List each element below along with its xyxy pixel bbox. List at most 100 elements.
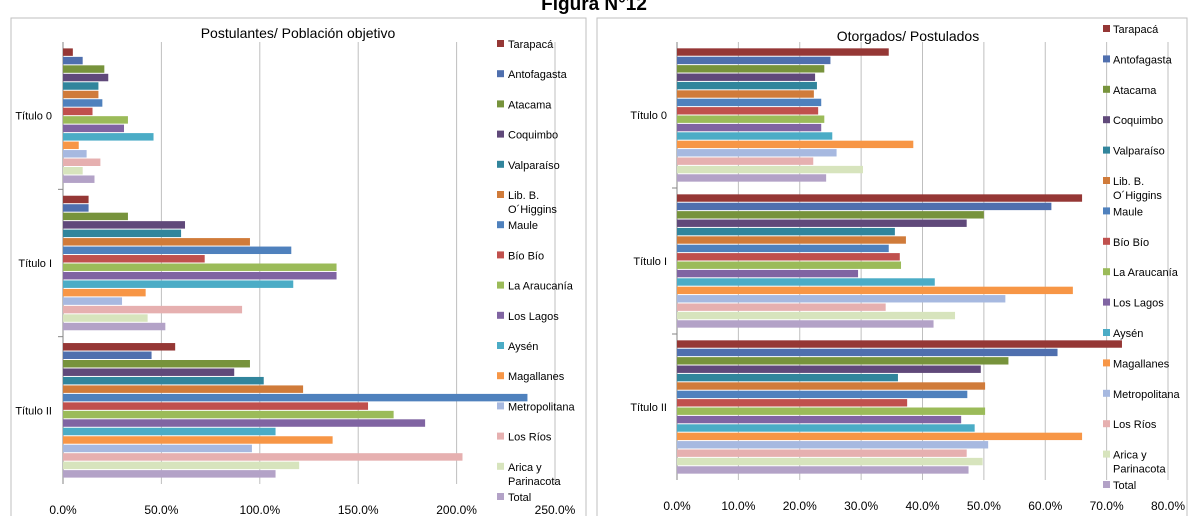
legend-label-antofagasta: Antofagasta	[1113, 54, 1173, 66]
bar-coquimbo	[677, 365, 981, 373]
legend-swatch-aysen	[497, 342, 504, 349]
legend-label-arica-y-parinacota: Arica y Parinacota	[508, 462, 561, 488]
x-tick-label: 250.0%	[535, 503, 576, 516]
bar-antofagasta	[677, 56, 831, 65]
legend-swatch-los-lagos	[497, 311, 504, 319]
bar-maule	[63, 393, 528, 402]
x-tick-label: 70.0%	[1090, 499, 1124, 513]
bar-valparaiso	[63, 82, 99, 90]
bar-los-rios	[677, 157, 814, 165]
x-tick-label: 20.0%	[783, 499, 817, 513]
bar-metropolitana	[677, 149, 837, 157]
legend-swatch-atacama	[497, 100, 504, 108]
legend-label-aysen: Aysén	[508, 341, 538, 353]
bar-antofagasta	[677, 202, 1052, 211]
bar-coquimbo	[677, 219, 967, 227]
chart-2: 0.0% 10.0% 20.0% 30.0% 40.0% 50.0% 60.0% 70.0% 8…	[596, 17, 1188, 516]
legend-swatch-bio-bio	[497, 251, 504, 259]
legend-swatch-arica-y-parinacota	[1103, 450, 1110, 458]
legend-swatch-la-araucania	[497, 281, 504, 289]
x-tick-label: 50.0%	[144, 503, 178, 516]
bar-total	[63, 470, 276, 478]
bar-coquimbo	[63, 368, 235, 376]
bar-los-rios	[677, 449, 967, 457]
legend-label-arica-y-parinacota: Arica y Parinacota	[1113, 450, 1166, 476]
bar-maule	[677, 98, 822, 107]
legend-swatch-antofagasta	[1103, 55, 1110, 63]
legend-label-magallanes: Magallanes	[508, 371, 565, 383]
bar-los-lagos	[63, 271, 337, 280]
legend-label-antofagasta: Antofagasta	[508, 69, 568, 81]
bar-aysen	[677, 424, 975, 432]
bar-los-lagos	[63, 419, 426, 427]
bar-total	[677, 174, 827, 182]
category-label: Título II	[630, 402, 667, 414]
category-label: Título 0	[15, 111, 52, 123]
legend-label-lib-b-o-higgins: Lib. B. O´Higgins	[508, 190, 557, 216]
bar-los-lagos	[63, 124, 125, 133]
chart-title: Otorgados/ Postulados	[837, 28, 979, 44]
legend-label-valparaiso: Valparaíso	[508, 160, 560, 172]
x-tick-label: 100.0%	[239, 503, 280, 516]
bar-arica-y-parinacota	[677, 311, 956, 320]
legend-label-atacama: Atacama	[508, 99, 552, 111]
legend-label-valparaiso: Valparaíso	[1113, 146, 1165, 158]
bar-metropolitana	[63, 297, 123, 305]
bar-bio-bio	[677, 253, 900, 261]
bar-arica-y-parinacota	[63, 166, 83, 175]
bar-tarapaca	[63, 343, 176, 351]
bar-tarapaca	[63, 195, 89, 204]
bar-tarapaca	[677, 340, 1122, 348]
bar-metropolitana	[63, 150, 87, 158]
legend-label-atacama: Atacama	[1113, 85, 1157, 97]
chart-title: Postulantes/ Población objetivo	[201, 25, 396, 41]
bar-valparaiso	[677, 81, 817, 90]
legend-label-lib-b-o-higgins: Lib. B. O´Higgins	[1113, 176, 1162, 202]
bar-magallanes	[63, 288, 146, 297]
bar-magallanes	[677, 432, 1083, 441]
bar-metropolitana	[63, 444, 252, 453]
legend-swatch-coquimbo	[1103, 116, 1110, 124]
category-label: Título II	[15, 405, 52, 417]
bar-lib-b-o-higgins	[677, 382, 986, 390]
bar-bio-bio	[63, 402, 369, 410]
legend-swatch-los-rios	[497, 432, 504, 440]
bar-lib-b-o-higgins	[63, 238, 250, 246]
bar-coquimbo	[677, 73, 816, 81]
legend-swatch-magallanes	[1103, 359, 1110, 367]
bar-magallanes	[677, 286, 1073, 295]
bar-antofagasta	[677, 348, 1058, 357]
x-tick-label: 200.0%	[436, 503, 477, 516]
bar-magallanes	[63, 436, 333, 444]
category-label: Título I	[633, 256, 667, 268]
bar-la-araucania	[677, 407, 986, 415]
bar-bio-bio	[677, 399, 908, 407]
bar-valparaiso	[677, 227, 895, 236]
legend-swatch-metropolitana	[1103, 389, 1110, 397]
bar-los-rios	[63, 305, 243, 314]
legend-label-la-araucania: La Araucanía	[1113, 267, 1179, 279]
legend-swatch-aysen	[1103, 329, 1110, 336]
x-tick-label: 150.0%	[338, 503, 379, 516]
legend-swatch-bio-bio	[1103, 237, 1110, 245]
bar-aysen	[63, 427, 276, 436]
bar-metropolitana	[677, 441, 989, 449]
bar-coquimbo	[63, 73, 109, 82]
bar-atacama	[677, 357, 1009, 365]
bar-magallanes	[63, 141, 79, 150]
legend-label-metropolitana: Metropolitana	[1113, 389, 1181, 401]
legend-label-maule: Maule	[1113, 206, 1143, 218]
bar-lib-b-o-higgins	[63, 385, 304, 393]
legend-swatch-tarapaca	[1103, 25, 1110, 32]
legend-label-tarapaca: Tarapacá	[1113, 24, 1159, 36]
bar-la-araucania	[63, 263, 337, 271]
bar-bio-bio	[63, 107, 93, 116]
bar-aysen	[63, 133, 154, 141]
legend-swatch-maule	[1103, 207, 1110, 215]
legend-label-total: Total	[508, 492, 531, 504]
x-tick-label: 80.0%	[1151, 499, 1185, 513]
bar-tarapaca	[677, 48, 889, 56]
legend-swatch-arica-y-parinacota	[497, 462, 504, 470]
bar-antofagasta	[63, 56, 83, 65]
